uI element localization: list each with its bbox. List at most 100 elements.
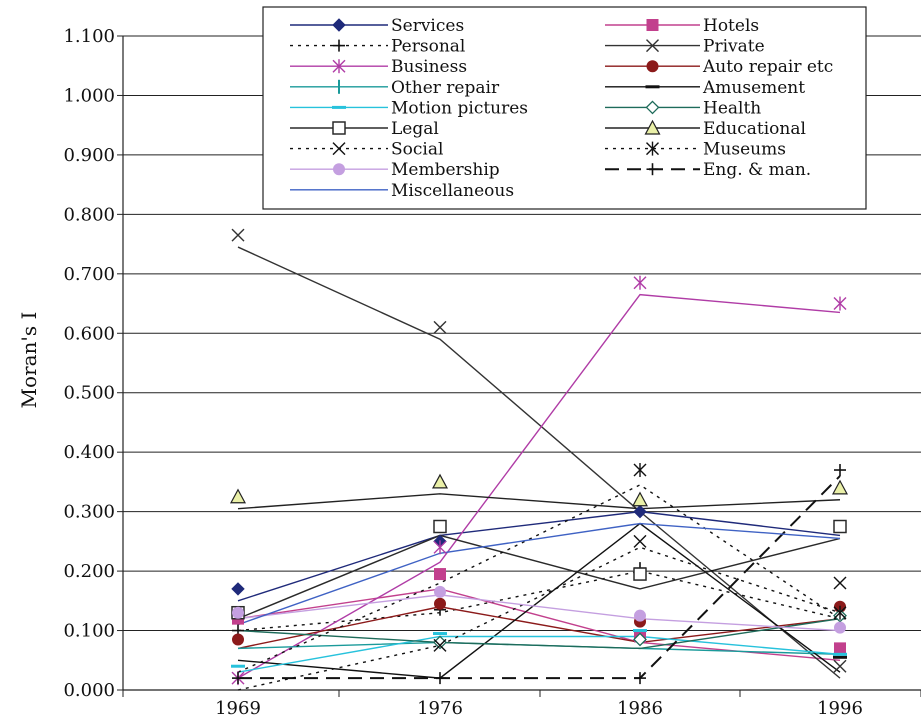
series-line xyxy=(237,510,841,602)
legend-label: Auto repair etc xyxy=(702,57,833,77)
legend-item: Private xyxy=(605,37,765,57)
data-point xyxy=(434,585,446,598)
legend-item: Museums xyxy=(605,140,786,160)
data-point xyxy=(232,633,244,646)
legend-swatch-marker xyxy=(332,142,346,156)
y-tick-label: 0.900 xyxy=(63,145,115,166)
data-point xyxy=(833,576,847,590)
data-point xyxy=(433,519,447,534)
data-point xyxy=(433,638,447,652)
legend-swatch-marker xyxy=(332,121,346,135)
legend-swatch-marker xyxy=(646,163,659,176)
data-point xyxy=(833,519,847,534)
legend-label: Social xyxy=(391,140,443,160)
series-line xyxy=(237,522,841,626)
legend-item: Membership xyxy=(290,160,500,180)
legend-item: Business xyxy=(290,57,467,77)
data-point xyxy=(229,488,247,504)
legend-label: Membership xyxy=(391,160,500,180)
series-line xyxy=(237,635,841,673)
series-line xyxy=(237,484,841,673)
data-point xyxy=(834,464,846,477)
x-tick-label: 1996 xyxy=(817,698,863,719)
series-line xyxy=(237,293,841,679)
data-point xyxy=(434,568,446,581)
y-tick-label: 0.300 xyxy=(63,502,115,523)
series-lines xyxy=(237,246,841,691)
legend-item: Eng. & man. xyxy=(605,160,811,180)
legend-item: Personal xyxy=(290,37,465,57)
legend-label: Legal xyxy=(391,119,439,139)
data-point xyxy=(231,228,245,242)
legend-label: Amusement xyxy=(702,78,805,98)
data-point xyxy=(834,621,846,634)
legend-item: Auto repair etc xyxy=(605,57,833,77)
legend-label: Services xyxy=(391,16,464,36)
legend-label: Business xyxy=(391,57,467,77)
data-point xyxy=(631,491,649,507)
series-line xyxy=(237,617,841,650)
legend-item: Amusement xyxy=(605,78,805,98)
legend-swatch-marker xyxy=(646,141,659,156)
legend-item: Services xyxy=(290,16,464,36)
legend-label: Personal xyxy=(391,37,465,57)
y-tick-labels: 0.000 0.100 0.200 0.300 0.400 0.500 0.600 0.700… xyxy=(63,26,115,701)
y-tick-label: 0.100 xyxy=(63,621,115,642)
data-point xyxy=(433,320,447,334)
series-line xyxy=(237,606,841,650)
legend-item: Miscellaneous xyxy=(290,181,514,201)
data-point xyxy=(431,473,449,489)
data-point xyxy=(634,609,646,622)
data-point xyxy=(433,540,447,555)
legend-label: Educational xyxy=(703,119,806,139)
legend-swatch-marker xyxy=(333,39,345,52)
data-point xyxy=(231,582,245,596)
legend-label: Hotels xyxy=(703,16,759,36)
y-tick-label: 1.100 xyxy=(63,26,115,47)
axes xyxy=(122,36,921,691)
data-point xyxy=(434,597,446,610)
series-line xyxy=(237,594,841,632)
data-point xyxy=(633,463,647,478)
legend-swatch-marker xyxy=(332,59,346,74)
legend-item: Social xyxy=(290,140,443,160)
data-point xyxy=(633,504,647,519)
y-tick-label: 0.800 xyxy=(63,204,115,225)
series-line xyxy=(237,570,841,632)
data-point xyxy=(633,567,647,581)
y-tick-label: 0.400 xyxy=(63,442,115,463)
x-tick-labels: 1969 1976 1986 1996 xyxy=(122,690,921,719)
legend-label: Museums xyxy=(703,140,786,160)
legend-label: Other repair xyxy=(391,78,500,98)
x-tick-label: 1976 xyxy=(417,698,463,719)
legend-swatch-marker xyxy=(332,18,346,32)
data-point xyxy=(633,275,647,290)
series-line xyxy=(237,522,841,679)
legend-item: Motion pictures xyxy=(290,98,528,118)
series-line xyxy=(237,534,841,620)
x-tick-label: 1969 xyxy=(215,698,261,719)
legend-label: Motion pictures xyxy=(391,98,528,118)
series-line xyxy=(237,493,841,510)
series-line xyxy=(237,246,841,679)
legend-item: Other repair xyxy=(290,78,500,98)
legend-item: Health xyxy=(605,98,761,118)
y-tick-label: 0.200 xyxy=(63,561,115,582)
y-tick-label: 0.500 xyxy=(63,383,115,404)
legend-swatch-marker xyxy=(646,39,659,53)
series-line xyxy=(238,475,841,680)
y-tick-label: 0.600 xyxy=(63,323,115,344)
y-tick-label: 0.000 xyxy=(63,680,115,701)
data-point xyxy=(833,296,847,311)
legend-item: Hotels xyxy=(605,16,759,36)
x-tick-label: 1986 xyxy=(617,698,663,719)
legend-item: Legal xyxy=(290,119,439,139)
series-markers xyxy=(229,228,849,686)
legend-label: Health xyxy=(703,98,761,118)
data-point xyxy=(634,672,646,685)
legend-swatch-marker xyxy=(646,19,659,31)
legend-swatch-marker xyxy=(646,60,659,73)
legend-swatch-marker xyxy=(333,163,345,176)
